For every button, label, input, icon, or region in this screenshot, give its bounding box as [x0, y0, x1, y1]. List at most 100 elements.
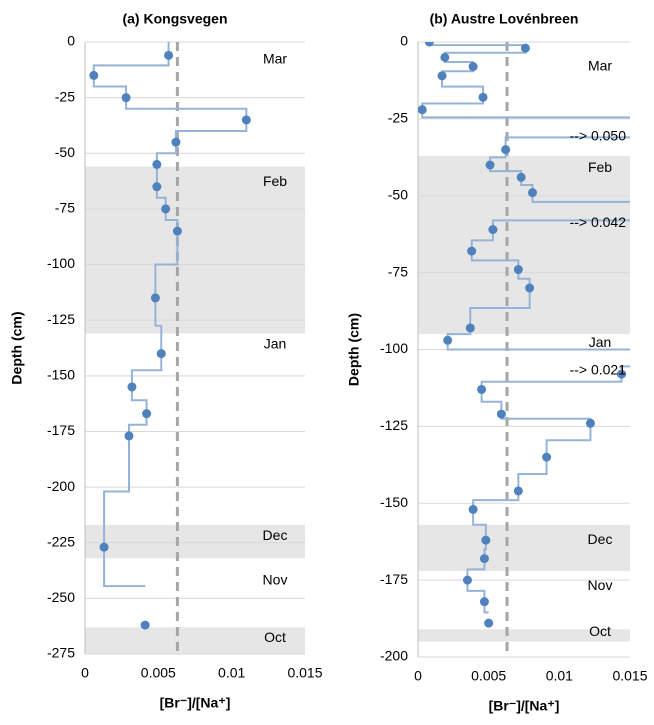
- data-point: [516, 172, 526, 182]
- data-point: [617, 369, 627, 379]
- y-tick-label: -275: [47, 645, 75, 661]
- y-tick-label: -150: [47, 367, 75, 383]
- y-tick-label: -150: [380, 494, 408, 510]
- y-tick-label: 0: [67, 33, 75, 49]
- x-tick-label: 0.005: [471, 668, 506, 684]
- data-point: [152, 159, 162, 169]
- month-label: Oct: [264, 629, 286, 645]
- data-point: [465, 323, 475, 333]
- month-label: Jan: [589, 334, 612, 350]
- offscale-label: --> 0.021: [570, 361, 627, 377]
- data-point: [142, 409, 152, 419]
- y-axis-label: Depth (cm): [9, 311, 25, 384]
- data-point: [156, 349, 166, 359]
- data-point: [525, 283, 535, 293]
- y-tick-label: -175: [380, 571, 408, 587]
- x-tick-label: 0.015: [287, 665, 322, 681]
- data-point: [124, 431, 134, 441]
- season-band: [418, 524, 630, 571]
- month-label: Jan: [264, 335, 287, 351]
- x-tick-label: 0: [414, 668, 422, 684]
- x-tick-label: 0.01: [546, 668, 573, 684]
- data-point: [478, 92, 488, 102]
- data-point: [161, 204, 171, 214]
- x-axis-label: [Br⁻]/[Na⁺]: [160, 695, 231, 711]
- offscale-label: --> 0.050: [570, 128, 627, 144]
- data-point: [520, 43, 530, 53]
- data-point: [485, 160, 495, 170]
- data-point: [467, 246, 477, 256]
- y-tick-label: -200: [47, 478, 75, 494]
- step-line: [421, 42, 630, 614]
- data-point: [127, 382, 137, 392]
- data-point: [585, 418, 595, 428]
- data-point: [140, 620, 150, 630]
- season-band: [85, 166, 305, 334]
- x-tick-label: 0.005: [141, 665, 176, 681]
- data-point: [542, 452, 552, 462]
- season-band: [85, 524, 305, 559]
- data-point: [418, 105, 427, 115]
- data-point: [496, 409, 506, 419]
- step-line: [92, 42, 248, 588]
- x-axis-label: [Br⁻]/[Na⁺]: [489, 698, 560, 714]
- y-tick-label: -250: [47, 589, 75, 605]
- data-point: [443, 335, 453, 345]
- y-tick-label: -50: [388, 186, 408, 202]
- offscale-label: --> 0.042: [570, 214, 627, 230]
- data-point: [477, 384, 487, 394]
- data-point: [437, 71, 447, 81]
- data-point: [513, 486, 523, 496]
- y-tick-label: -175: [47, 422, 75, 438]
- y-tick-label: -75: [388, 263, 408, 279]
- y-tick-label: 0: [400, 33, 408, 49]
- season-band: [85, 627, 305, 654]
- data-point: [479, 554, 489, 564]
- data-point: [171, 137, 181, 147]
- y-tick-label: -25: [388, 110, 408, 126]
- data-point: [152, 182, 162, 192]
- data-point: [462, 575, 472, 585]
- y-tick-label: -225: [47, 533, 75, 549]
- y-tick-label: -125: [47, 311, 75, 327]
- y-tick-label: -50: [55, 144, 75, 160]
- month-label: Mar: [263, 51, 287, 67]
- y-tick-label: -75: [55, 200, 75, 216]
- data-point: [164, 50, 174, 60]
- y-tick-label: -100: [380, 340, 408, 356]
- month-label: Nov: [263, 571, 288, 587]
- data-point: [89, 70, 99, 80]
- data-point: [527, 188, 537, 198]
- data-point: [440, 52, 450, 62]
- x-tick-label: 0.01: [218, 665, 245, 681]
- month-label: Nov: [588, 577, 613, 593]
- y-tick-label: -100: [47, 255, 75, 271]
- data-point: [172, 226, 182, 236]
- season-band: [418, 629, 630, 642]
- x-tick-label: 0.015: [612, 668, 647, 684]
- data-point: [468, 62, 478, 72]
- data-point: [479, 597, 489, 607]
- data-point: [121, 93, 131, 103]
- series: [418, 42, 630, 628]
- data-point: [513, 265, 523, 275]
- month-label: Dec: [263, 527, 288, 543]
- data-point: [468, 504, 478, 514]
- month-label: Feb: [263, 173, 287, 189]
- data-point: [241, 115, 251, 125]
- y-tick-label: -200: [380, 648, 408, 664]
- month-label: Dec: [588, 531, 613, 547]
- data-point: [99, 542, 109, 552]
- series: [89, 42, 251, 630]
- month-label: Oct: [589, 623, 611, 639]
- data-point: [150, 293, 160, 303]
- data-point: [481, 535, 491, 545]
- x-tick-label: 0: [81, 665, 89, 681]
- data-point: [501, 145, 511, 155]
- y-tick-label: -25: [55, 88, 75, 104]
- y-axis-label: Depth (cm): [346, 313, 362, 386]
- chart-title: (a) Kongsvegen: [122, 11, 227, 27]
- chart-title: (b) Austre Lovénbreen: [430, 11, 579, 27]
- data-point: [488, 225, 498, 235]
